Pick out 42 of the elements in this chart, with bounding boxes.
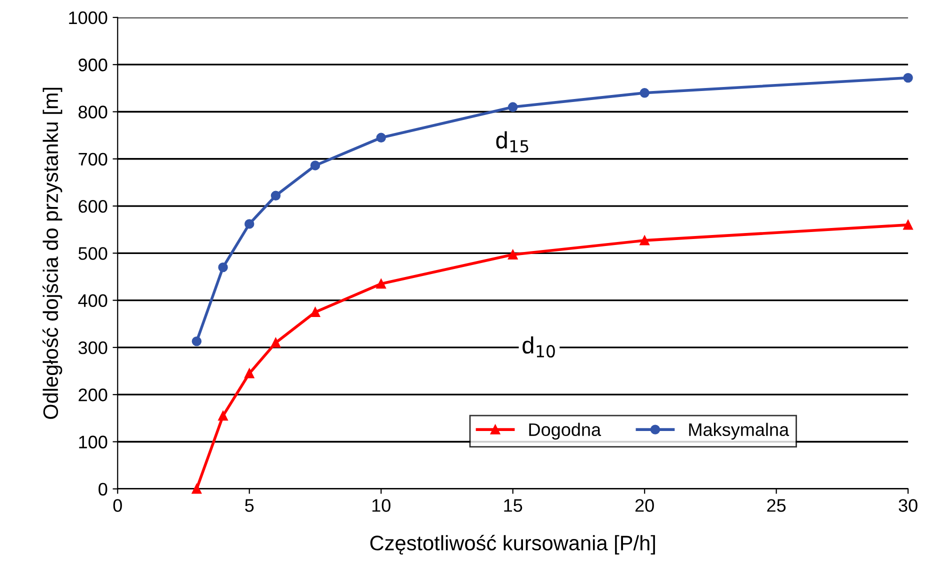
y-tick-label: 700 <box>78 152 108 166</box>
x-tick-label: 10 <box>372 499 390 512</box>
point <box>508 250 518 260</box>
point <box>508 102 518 112</box>
point <box>244 219 254 229</box>
y-tick-label: 100 <box>79 436 108 448</box>
annotation: d$_{10}$ <box>522 336 555 358</box>
x-tick-label: 25 <box>767 499 786 512</box>
point <box>640 236 650 246</box>
point <box>270 190 281 201</box>
x-tick-label: 30 <box>898 499 918 512</box>
y-axis-title: Odległość dojścia do przystanku [m] <box>42 88 62 419</box>
point <box>218 410 228 421</box>
y-tick-label: 400 <box>78 294 108 308</box>
x-tick-label: 0 <box>113 499 122 512</box>
y-tick-label: 600 <box>78 200 108 213</box>
x-tick-label: 15 <box>504 499 522 512</box>
point <box>640 88 650 98</box>
annotation: d$_{15}$ <box>496 131 528 152</box>
point <box>218 262 228 272</box>
y-tick-label: 900 <box>78 58 108 72</box>
point <box>903 72 913 83</box>
point <box>376 132 386 143</box>
y-tick-label: 500 <box>78 247 108 260</box>
x-tick-label: 5 <box>245 499 254 512</box>
y-tick-label: 0 <box>98 482 108 496</box>
x-axis-title: Częstotliwość kursowania [P/h] <box>370 534 655 555</box>
point <box>310 160 320 170</box>
point <box>244 368 254 378</box>
point <box>270 338 281 348</box>
x-tick-label: 20 <box>635 499 654 512</box>
point <box>376 278 386 289</box>
point <box>192 336 202 346</box>
y-tick-label: 800 <box>78 106 108 118</box>
point <box>192 484 202 494</box>
y-tick-label: 200 <box>78 388 108 402</box>
point <box>903 220 913 230</box>
y-tick-label: 1000 <box>69 11 108 24</box>
legend-label: Maksymalna <box>689 422 790 440</box>
y-tick-label: 300 <box>78 341 108 354</box>
legend-label: Dogodna <box>529 422 602 440</box>
point <box>310 307 320 317</box>
